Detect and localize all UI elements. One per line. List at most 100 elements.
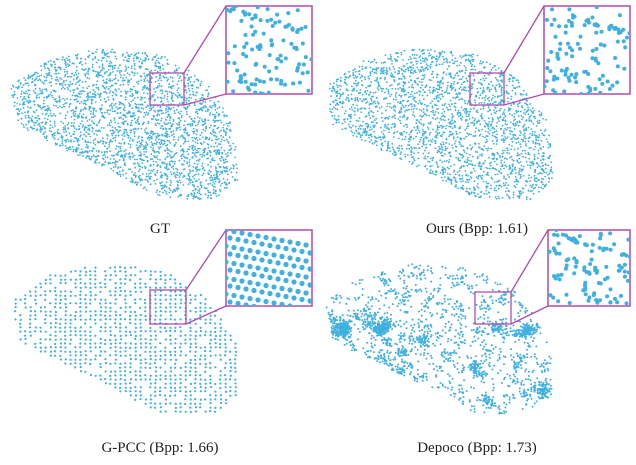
point (197, 80, 200, 82)
point (178, 77, 181, 79)
point (486, 140, 488, 143)
point (168, 188, 171, 190)
point (474, 69, 477, 71)
point (329, 103, 332, 106)
point (106, 60, 108, 63)
point (399, 157, 401, 160)
point (400, 96, 402, 98)
point (151, 143, 154, 146)
point (442, 143, 445, 146)
point (468, 118, 471, 120)
point (541, 181, 543, 184)
point (408, 86, 411, 89)
point (27, 77, 30, 79)
point (209, 179, 212, 182)
point (453, 76, 456, 79)
point (72, 109, 74, 112)
point (514, 186, 517, 189)
point (516, 195, 519, 198)
point (161, 134, 164, 137)
point (219, 173, 221, 176)
point (522, 168, 524, 171)
point (463, 111, 466, 113)
point (126, 72, 129, 75)
point (510, 155, 513, 158)
point (387, 92, 390, 95)
point (541, 172, 543, 175)
point (438, 96, 440, 99)
point (159, 76, 161, 78)
point (169, 150, 172, 152)
point (470, 177, 473, 179)
point (344, 110, 347, 112)
point (78, 84, 81, 86)
point (186, 132, 188, 135)
point (170, 151, 173, 153)
point (354, 99, 357, 101)
point (26, 111, 29, 114)
point (275, 12, 280, 17)
point (449, 105, 451, 108)
point (243, 79, 248, 84)
point (45, 121, 48, 124)
point (138, 135, 140, 138)
point (461, 116, 464, 118)
point (114, 93, 117, 96)
point (429, 66, 432, 69)
point (117, 79, 120, 82)
point (515, 123, 518, 126)
point (397, 149, 400, 152)
point (175, 187, 178, 190)
point (471, 58, 474, 61)
point (137, 57, 140, 59)
point (517, 105, 520, 108)
point (465, 127, 468, 130)
point (85, 117, 87, 119)
point (512, 133, 515, 136)
point (130, 78, 133, 81)
point (436, 58, 439, 61)
point (26, 127, 29, 129)
point (177, 105, 180, 108)
point (472, 53, 474, 56)
point (32, 127, 34, 130)
point (483, 120, 486, 122)
point (202, 106, 205, 109)
point (193, 80, 196, 83)
point (470, 163, 472, 166)
point (443, 110, 446, 113)
point (473, 119, 476, 122)
point (165, 164, 168, 167)
point (104, 82, 107, 84)
point (203, 141, 205, 144)
point (209, 151, 212, 154)
point (94, 96, 97, 99)
point (228, 182, 231, 185)
point (30, 118, 33, 120)
point (180, 194, 183, 197)
point (483, 79, 486, 82)
point (157, 57, 160, 60)
point (157, 110, 160, 113)
point (448, 167, 450, 170)
point (204, 130, 207, 132)
point (375, 105, 378, 108)
point (413, 159, 416, 162)
point (95, 110, 97, 112)
point (176, 168, 179, 171)
point (515, 138, 518, 141)
point (68, 55, 70, 58)
point (534, 145, 537, 148)
point (188, 89, 191, 92)
point (451, 54, 454, 57)
point (166, 168, 169, 171)
point (45, 135, 48, 138)
point (122, 83, 125, 86)
point (412, 111, 415, 113)
point (253, 82, 258, 87)
point (472, 122, 474, 124)
point (495, 143, 498, 145)
point (199, 184, 202, 187)
point (423, 98, 425, 101)
point (529, 167, 532, 169)
